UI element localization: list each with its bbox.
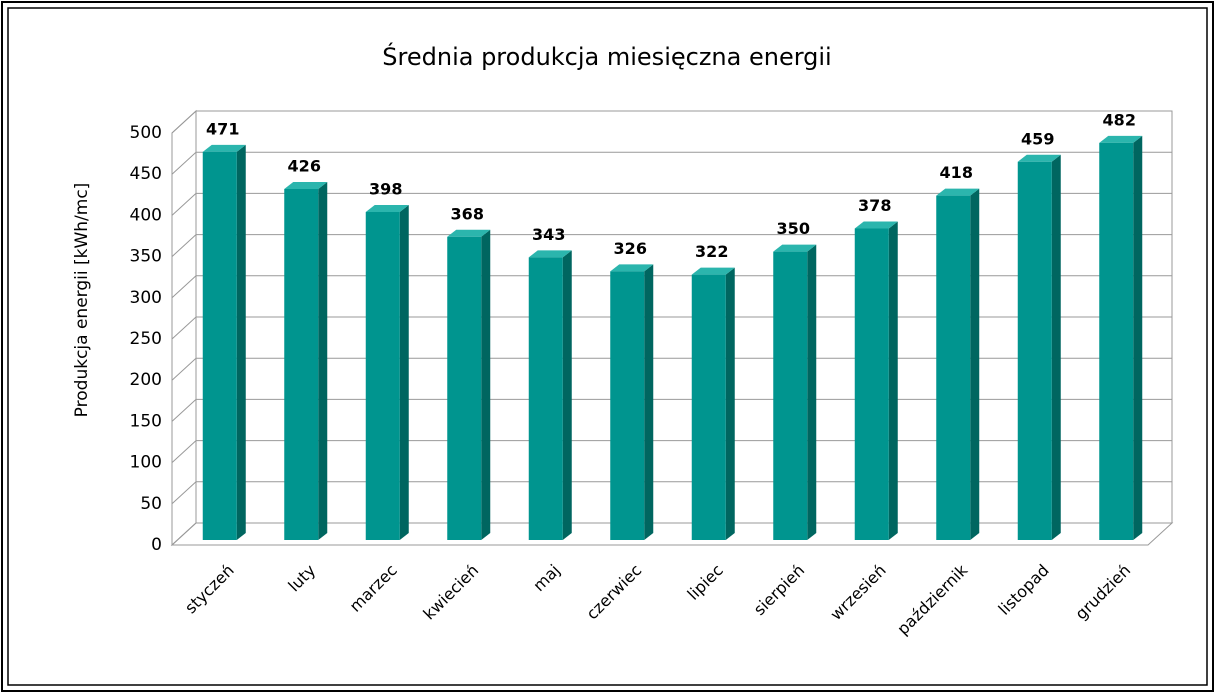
x-tick-label: luty [284,561,319,596]
x-tick-label: czerwiec [582,561,645,624]
bar-face [202,144,246,152]
x-tick-label: kwiecień [419,561,482,624]
bar-face [807,244,817,540]
y-tick-label: 0 [151,535,162,555]
grid-line [171,357,1172,381]
value-label: 398 [369,180,402,199]
grid-line [171,522,1172,546]
bar [1099,135,1143,540]
bar-face [365,212,400,540]
y-tick-label: 350 [130,247,162,267]
bar [691,267,735,540]
x-tick-label: październik [893,560,972,639]
bar-face [284,188,319,540]
bar [773,244,817,540]
bar-face [202,151,237,540]
grid-line [171,440,1172,463]
y-tick-label: 400 [130,205,162,225]
value-label: 482 [1103,110,1136,129]
grid-line [171,192,1172,216]
x-tick-label: wrzesień [826,561,889,624]
chart-title: Średnia produkcja miesięczna energii [382,41,831,71]
value-label: 378 [858,196,891,215]
bar-face [936,188,980,196]
grid-line [171,110,1172,134]
y-axis-title: Produkcja energii [kWh/mc] [72,183,92,418]
x-tick-label: lipiec [684,561,727,604]
value-label: 350 [777,219,810,238]
value-label: 426 [288,156,321,175]
grid-line [171,234,1172,257]
value-label: 471 [206,119,239,138]
bar-face [854,228,889,540]
x-tick-label: sierpień [750,561,809,620]
bar-face [725,267,735,540]
grid-line [171,151,1172,175]
bar [202,144,246,540]
bar-face [888,221,898,540]
value-label: 326 [614,239,647,258]
bar-face [399,205,409,540]
bar [610,264,654,540]
bar [936,188,980,540]
bar-face [1017,154,1061,162]
bar-face [447,236,482,540]
bar-face [970,188,980,540]
bar-face [773,244,817,252]
grid-line [171,275,1172,299]
bar [854,221,898,540]
y-tick-label: 50 [140,494,162,514]
bar-face [691,267,735,275]
value-label: 322 [695,242,728,261]
y-tick-label: 200 [130,370,162,390]
value-label: 459 [1021,129,1054,148]
bar-face [1099,135,1143,143]
y-tick-label: 250 [130,329,162,349]
bar-face [284,181,328,189]
inner-frame [7,7,1208,686]
bar-face [481,229,491,540]
bar-face [854,221,898,229]
bar [365,205,409,540]
bar [1017,154,1061,540]
bar-face [1051,154,1061,540]
bar-face [610,264,654,272]
y-tick-label: 150 [130,411,162,431]
value-label: 368 [451,204,484,223]
bar-face [1099,142,1134,540]
bar-face [365,205,409,213]
bar-face [936,195,971,540]
x-tick-label: marzec [346,561,401,616]
bar-face [773,251,808,540]
grid-line [171,316,1172,340]
grid-line [171,398,1172,422]
bar-face [644,264,654,540]
x-tick-label: maj [529,561,564,596]
bar [528,250,572,541]
bar [284,181,328,540]
bar-face [1133,135,1143,540]
x-tick-label: grudzień [1071,561,1134,624]
bar-face [528,257,563,540]
bar-face [1017,161,1052,540]
y-tick-label: 450 [130,164,162,184]
value-label: 418 [940,163,973,182]
y-tick-label: 300 [130,288,162,308]
x-tick-label: styczeń [181,561,238,618]
bar-face [447,229,491,237]
y-tick-label: 500 [130,123,162,143]
bar-face [318,181,328,540]
bar-face [691,274,726,540]
bar-face [236,144,246,540]
bar-face [528,250,572,258]
bar-face [610,271,645,540]
grid-line [171,481,1172,505]
bar [447,229,491,540]
y-tick-label: 100 [130,453,162,473]
value-label: 343 [532,225,565,244]
bar-face [562,250,572,541]
x-tick-label: listopad [994,561,1052,619]
